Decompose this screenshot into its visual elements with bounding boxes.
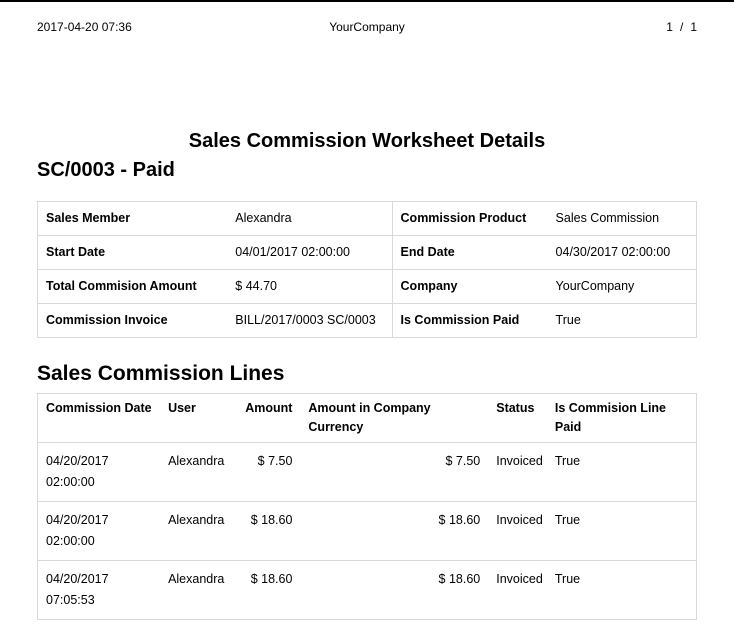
detail-value: Sales Commission	[547, 201, 697, 236]
page-number: 1 / 1	[666, 20, 697, 35]
line-is-paid: True	[546, 442, 697, 502]
commission-line-row: 04/20/2017 02:00:00 Alexandra $ 18.60 $ …	[37, 501, 697, 561]
detail-value: 04/01/2017 02:00:00	[227, 235, 393, 270]
detail-value: Alexandra	[227, 201, 393, 236]
commission-lines-table: Commission Date User Amount Amount in Co…	[37, 393, 697, 620]
detail-value: True	[547, 303, 697, 338]
line-user: Alexandra	[160, 560, 238, 620]
line-amount-company-currency: $ 18.60	[300, 560, 489, 620]
page-total: 1	[690, 20, 697, 34]
detail-value: BILL/2017/0003 SC/0003	[227, 303, 393, 338]
line-status: Invoiced	[488, 442, 547, 502]
page-separator: /	[679, 20, 684, 34]
details-row: Commission Invoice BILL/2017/0003 SC/000…	[37, 303, 697, 338]
details-row: Total Commision Amount $ 44.70 Company Y…	[37, 269, 697, 304]
detail-label: Commission Product	[391, 201, 548, 236]
pdf-page-header: 2017-04-20 07:36 YourCompany 1 / 1	[0, 2, 734, 35]
line-amount-company-currency: $ 7.50	[300, 442, 489, 502]
lines-section-heading: Sales Commission Lines	[37, 362, 285, 385]
line-amount: $ 18.60	[237, 501, 301, 561]
company-name: YourCompany	[329, 20, 405, 34]
page-current: 1	[666, 20, 673, 34]
detail-label: Company	[391, 269, 548, 304]
lines-header-row: Commission Date User Amount Amount in Co…	[37, 393, 697, 443]
line-date: 04/20/2017 02:00:00	[37, 501, 161, 561]
line-status: Invoiced	[488, 501, 547, 561]
col-header-amount-company-currency: Amount in Company Currency	[300, 393, 489, 443]
line-user: Alexandra	[160, 501, 238, 561]
detail-value: 04/30/2017 02:00:00	[547, 235, 697, 270]
worksheet-details-table: Sales Member Alexandra Commission Produc…	[37, 201, 697, 338]
detail-label: Sales Member	[37, 201, 228, 236]
col-header-is-commision-line-paid: Is Commision Line Paid	[546, 393, 697, 443]
line-amount-company-currency: $ 18.60	[300, 501, 489, 561]
detail-value: $ 44.70	[227, 269, 393, 304]
line-user: Alexandra	[160, 442, 238, 502]
detail-label: Start Date	[37, 235, 228, 270]
line-amount: $ 18.60	[237, 560, 301, 620]
detail-value: YourCompany	[547, 269, 697, 304]
detail-label: Is Commission Paid	[391, 303, 548, 338]
col-header-user: User	[160, 393, 238, 443]
detail-label: Commission Invoice	[37, 303, 228, 338]
col-header-commission-date: Commission Date	[37, 393, 161, 443]
report-body: Sales Commission Worksheet Details SC/00…	[0, 131, 734, 620]
detail-label: Total Commision Amount	[37, 269, 228, 304]
line-amount: $ 7.50	[237, 442, 301, 502]
report-title: Sales Commission Worksheet Details	[188, 130, 546, 152]
details-row: Start Date 04/01/2017 02:00:00 End Date …	[37, 235, 697, 270]
col-header-amount: Amount	[237, 393, 301, 443]
line-is-paid: True	[546, 501, 697, 561]
col-header-status: Status	[488, 393, 547, 443]
line-status: Invoiced	[488, 560, 547, 620]
line-is-paid: True	[546, 560, 697, 620]
line-date: 04/20/2017 02:00:00	[37, 442, 161, 502]
commission-line-row: 04/20/2017 02:00:00 Alexandra $ 7.50 $ 7…	[37, 442, 697, 502]
print-timestamp: 2017-04-20 07:36	[37, 20, 132, 34]
detail-label: End Date	[391, 235, 548, 270]
line-date: 04/20/2017 07:05:53	[37, 560, 161, 620]
worksheet-subtitle: SC/0003 - Paid	[37, 159, 175, 181]
window-top-border	[0, 0, 734, 2]
commission-line-row: 04/20/2017 07:05:53 Alexandra $ 18.60 $ …	[37, 560, 697, 620]
details-row: Sales Member Alexandra Commission Produc…	[37, 201, 697, 236]
